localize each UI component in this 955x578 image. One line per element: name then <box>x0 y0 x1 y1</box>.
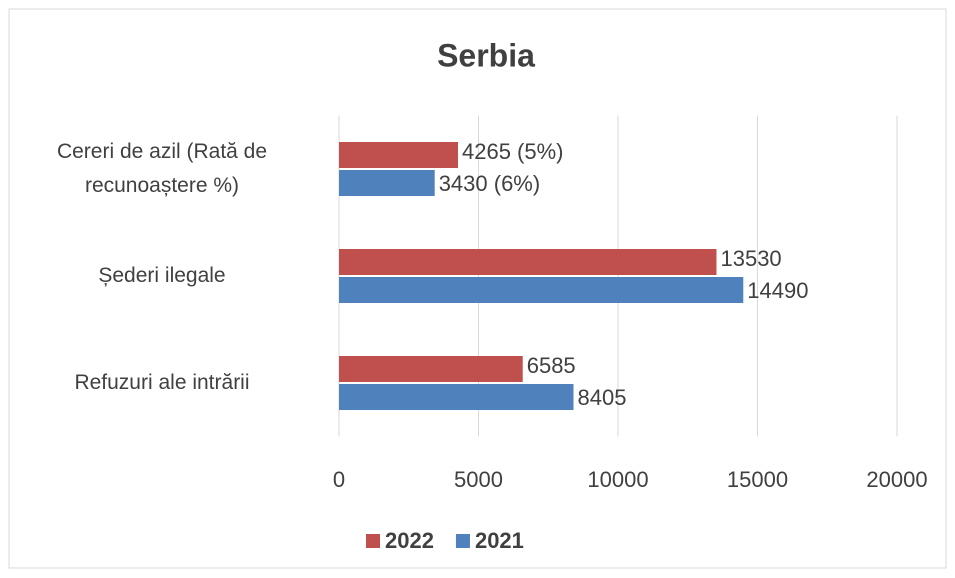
legend-label: 2021 <box>475 528 524 553</box>
y-tick-label: Cereri de azil (Rată de recunoaștere %) <box>56 140 268 197</box>
y-tick-label: Șederi ilegale <box>98 264 226 287</box>
x-tick-label: 15000 <box>727 467 788 492</box>
y-tick-label: Refuzuri ale intrării <box>74 371 250 394</box>
chart-border <box>8 8 947 569</box>
data-label: 14490 <box>747 278 808 303</box>
data-label: 6585 <box>527 353 576 378</box>
bar <box>339 170 435 196</box>
bar <box>339 142 458 168</box>
data-label: 3430 (6%) <box>439 171 541 196</box>
legend-swatch <box>366 534 380 548</box>
legend-swatch <box>455 534 470 548</box>
x-tick-label: 0 <box>333 467 345 492</box>
chart-title: Serbia <box>437 37 535 73</box>
bar <box>339 356 523 382</box>
data-label: 13530 <box>720 246 781 271</box>
x-tick-label: 5000 <box>454 467 503 492</box>
legend-label: 2022 <box>385 528 434 553</box>
bar <box>339 249 717 275</box>
bar <box>339 277 744 303</box>
bar <box>339 384 574 410</box>
x-tick-label: 10000 <box>587 467 648 492</box>
data-label: 8405 <box>577 385 626 410</box>
x-tick-label: 20000 <box>866 467 927 492</box>
data-label: 4265 (5%) <box>462 139 564 164</box>
